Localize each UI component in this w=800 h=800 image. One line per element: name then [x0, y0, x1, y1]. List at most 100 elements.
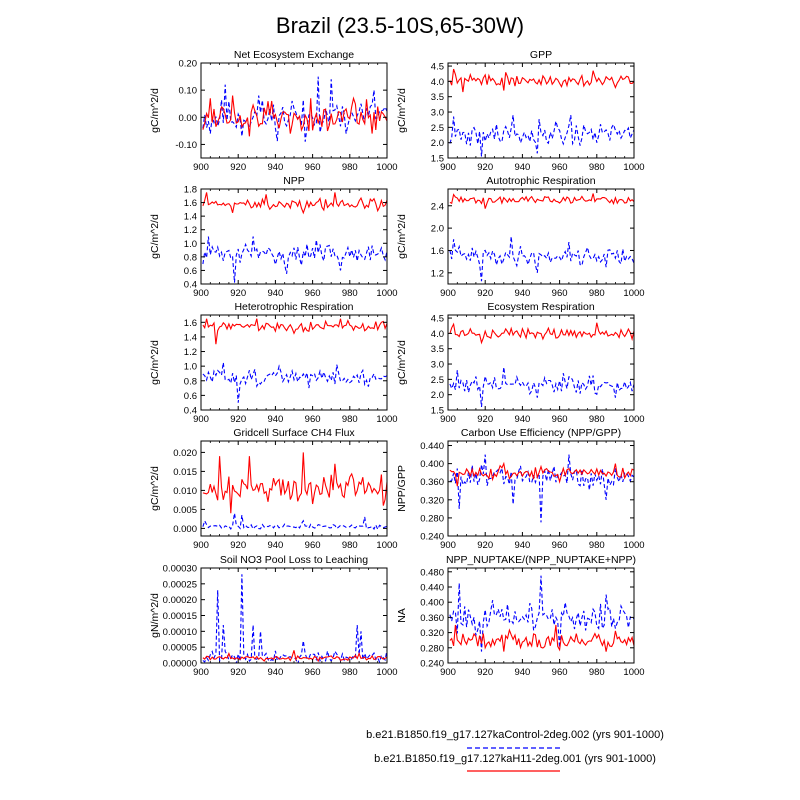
y-tick-label: 0.240 — [420, 532, 444, 543]
x-tick-label: 1000 — [376, 414, 397, 425]
x-tick-label: 960 — [305, 162, 321, 173]
x-tick-label: 920 — [477, 288, 493, 299]
panels: Net Ecosystem Exchange gC/m^2/d 900 920 940 9… — [149, 49, 645, 678]
y-tick-label: 1.2 — [184, 347, 197, 358]
y-tick-label: 0.005 — [173, 505, 197, 516]
x-tick-label: 960 — [305, 667, 321, 678]
series-line-control — [449, 115, 634, 157]
y-tick-label: 0.280 — [420, 643, 444, 654]
x-tick-label: 1000 — [623, 162, 644, 173]
y-tick-label: 1.5 — [431, 154, 444, 165]
x-tick-label: 920 — [230, 414, 246, 425]
y-tick-label: 0.6 — [184, 391, 197, 402]
x-tick-label: 900 — [440, 667, 456, 678]
x-tick-label: 900 — [440, 288, 456, 299]
plot-frame — [200, 314, 388, 411]
y-tick-label: 0.00005 — [163, 643, 197, 654]
y-tick-label: 0.6 — [184, 266, 197, 277]
x-tick-label: 940 — [267, 414, 283, 425]
y-tick-label: 0.00020 — [163, 595, 197, 606]
x-tick-label: 900 — [193, 540, 209, 551]
y-axis-label: gN/m^2/d — [149, 593, 161, 638]
y-axis-label: NA — [396, 608, 408, 623]
series-line-experiment — [202, 192, 387, 215]
x-tick-label: 920 — [230, 667, 246, 678]
series-line-experiment — [449, 624, 634, 652]
y-tick-label: 0.020 — [173, 448, 197, 459]
x-tick-label: 960 — [305, 414, 321, 425]
y-tick-label: 2.4 — [431, 201, 444, 212]
y-tick-label: 4.0 — [431, 77, 444, 88]
x-tick-label: 940 — [267, 667, 283, 678]
y-tick-label: 0.00030 — [163, 564, 197, 575]
y-tick-label: 0.360 — [420, 477, 444, 488]
panel-title: Heterotrophic Respiration — [234, 301, 353, 313]
x-tick-label: 920 — [477, 667, 493, 678]
y-tick-label: 0.00015 — [163, 611, 197, 622]
y-tick-label: 4.5 — [431, 62, 444, 73]
x-tick-label: 1000 — [376, 162, 397, 173]
y-tick-label: 2.0 — [431, 138, 444, 149]
series-line-experiment — [202, 95, 387, 137]
series-line-control — [202, 513, 387, 531]
x-tick-label: 960 — [552, 288, 568, 299]
y-tick-label: 0.10 — [179, 86, 198, 97]
y-tick-label: 3.0 — [431, 360, 444, 371]
y-tick-label: 3.5 — [431, 344, 444, 355]
x-tick-label: 960 — [552, 667, 568, 678]
plot-frame — [200, 567, 388, 664]
y-tick-label: 0.015 — [173, 467, 197, 478]
x-tick-label: 960 — [305, 540, 321, 551]
panel-title: Net Ecosystem Exchange — [234, 49, 354, 61]
y-axis-label: NPP/GPP — [396, 465, 408, 512]
x-tick-label: 940 — [514, 414, 530, 425]
x-tick-label: 980 — [342, 162, 358, 173]
series-line-control — [202, 236, 387, 283]
x-tick-label: 900 — [193, 667, 209, 678]
chart-panel: Net Ecosystem Exchange gC/m^2/d 900 920 940 9… — [149, 49, 398, 173]
x-tick-label: 940 — [267, 288, 283, 299]
y-tick-label: 0.440 — [420, 441, 444, 452]
series-line-experiment — [449, 68, 634, 93]
x-tick-label: 900 — [193, 162, 209, 173]
y-tick-label: 1.8 — [184, 185, 197, 196]
y-tick-label: 0.320 — [420, 628, 444, 639]
y-tick-label: 1.6 — [431, 246, 444, 257]
y-tick-label: 0.440 — [420, 583, 444, 594]
x-tick-label: 980 — [589, 288, 605, 299]
y-tick-label: 2.0 — [431, 224, 444, 235]
series-line-experiment — [202, 318, 387, 345]
y-tick-label: 1.4 — [184, 332, 197, 343]
y-tick-label: 1.6 — [184, 318, 197, 329]
y-tick-label: 1.5 — [431, 406, 444, 417]
chart-panel: NPP_NUPTAKE/(NPP_NUPTAKE+NPP) NA 900 920 940… — [396, 554, 645, 678]
y-tick-label: 0.400 — [420, 598, 444, 609]
x-tick-label: 980 — [342, 288, 358, 299]
x-tick-label: 980 — [342, 414, 358, 425]
x-tick-label: 900 — [193, 288, 209, 299]
y-tick-label: -0.10 — [175, 140, 197, 151]
x-tick-label: 980 — [589, 414, 605, 425]
y-tick-label: 4.5 — [431, 314, 444, 325]
series-line-control — [449, 367, 634, 407]
x-tick-label: 960 — [552, 540, 568, 551]
chart-panel: NPP gC/m^2/d 900 920 940 960 980 1000 0.4 0.6 0.8 1… — [149, 175, 398, 299]
y-tick-label: 0.010 — [173, 486, 197, 497]
series-line-control — [449, 236, 634, 282]
x-tick-label: 960 — [552, 414, 568, 425]
panel-title: Soil NO3 Pool Loss to Leaching — [220, 554, 368, 566]
panel-title: Carbon Use Efficiency (NPP/GPP) — [461, 427, 621, 439]
chart-panel: Ecosystem Respiration gC/m^2/d 900 920 940 96… — [396, 301, 645, 425]
y-tick-label: 0.480 — [420, 567, 444, 578]
x-tick-label: 1000 — [376, 288, 397, 299]
x-tick-label: 1000 — [376, 540, 397, 551]
x-tick-label: 900 — [440, 414, 456, 425]
y-tick-label: 0.8 — [184, 252, 197, 263]
y-tick-label: 2.0 — [431, 390, 444, 401]
series-line-experiment — [449, 193, 634, 209]
y-tick-label: 2.5 — [431, 123, 444, 134]
y-tick-label: 1.2 — [184, 225, 197, 236]
panel-title: Autotrophic Respiration — [486, 175, 595, 187]
y-tick-label: 3.0 — [431, 108, 444, 119]
series-line-experiment — [449, 322, 634, 345]
